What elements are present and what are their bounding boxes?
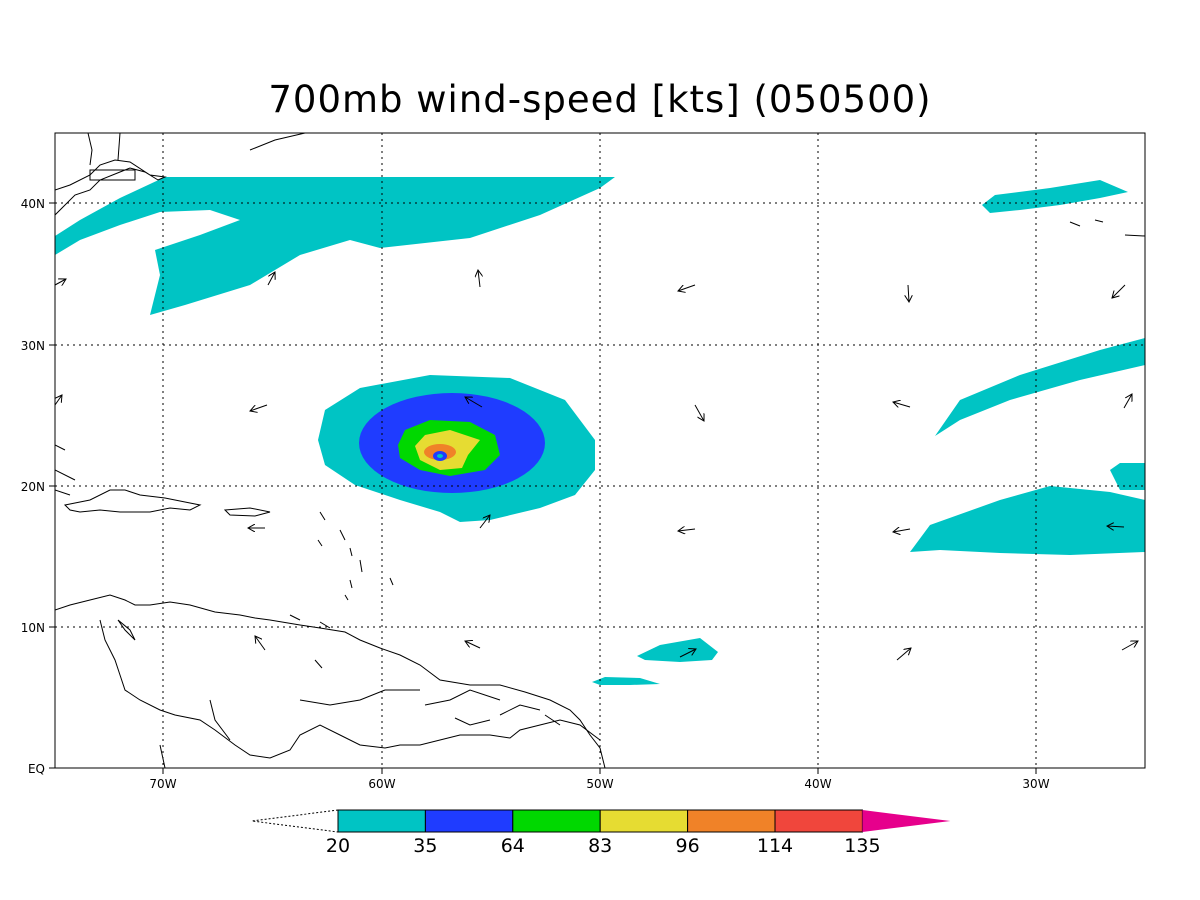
wind-arrow	[694, 404, 704, 421]
lat-label: 10N	[21, 621, 45, 635]
wind-arrow	[1123, 394, 1132, 409]
coast-antilles	[317, 511, 394, 601]
band-east-3	[1110, 463, 1145, 490]
band-east-2	[910, 486, 1145, 555]
lon-labels: 70W 60W 50W 40W 30W	[149, 777, 1049, 791]
wind-arrow	[267, 272, 275, 286]
wind-arrow	[893, 402, 911, 407]
colorbar-swatch	[512, 809, 601, 833]
colorbar-label: 114	[757, 835, 793, 857]
lon-label: 70W	[149, 777, 176, 791]
lat-labels: 40N 30N 20N 10N EQ	[21, 197, 45, 776]
lat-label: EQ	[28, 762, 45, 776]
lon-label: 50W	[586, 777, 613, 791]
axis-ticks	[49, 202, 1037, 774]
colorbar-label: 35	[413, 835, 437, 857]
colorbar-low-triangle	[251, 809, 339, 833]
wind-arrow	[908, 284, 909, 302]
map-title: 700mb wind-speed [kts] (050500)	[268, 78, 932, 121]
wind-arrow	[54, 279, 66, 285]
jet-region-north	[55, 177, 615, 315]
wind-arrow	[250, 404, 268, 411]
colorbar-swatch	[687, 809, 776, 833]
wind-arrow	[678, 529, 696, 531]
wind-arrow	[465, 641, 481, 649]
lon-label: 30W	[1022, 777, 1049, 791]
coast-borders	[159, 689, 561, 768]
wind-vectors	[54, 270, 1138, 661]
colorbar-label: 20	[326, 835, 350, 857]
wind-arrow	[896, 648, 911, 661]
colorbar-swatch	[424, 809, 514, 833]
wind-arrow	[893, 529, 911, 532]
patch-south-1	[637, 638, 718, 662]
lat-label: 20N	[21, 480, 45, 494]
map-area	[55, 133, 1145, 768]
colorbar-swatch	[774, 809, 863, 833]
colorbar-high-triangle	[862, 810, 951, 832]
colorbar-swatch	[599, 809, 689, 833]
wind-arrow	[678, 284, 696, 291]
wind-arrow	[54, 395, 62, 406]
colorbar: 20 35 64 83 96 114 135	[251, 809, 951, 857]
colorbar-swatches	[337, 809, 951, 833]
storm-eye	[433, 451, 447, 461]
patch-northeast	[982, 180, 1128, 213]
colorbar-swatch	[337, 809, 426, 833]
wind-arrow	[478, 270, 480, 288]
colorbar-labels: 20 35 64 83 96 114 135	[326, 835, 881, 857]
lon-label: 40W	[804, 777, 831, 791]
coastlines	[55, 133, 1145, 768]
wind-arrow	[679, 649, 696, 658]
colorbar-label: 135	[844, 835, 880, 857]
colorbar-label: 64	[501, 835, 525, 857]
lat-label: 30N	[21, 339, 45, 353]
wind-arrow	[255, 636, 266, 651]
lat-label: 40N	[21, 197, 45, 211]
patch-south-2	[592, 677, 660, 685]
wind-arrow	[1121, 641, 1138, 651]
band-east-1	[935, 338, 1145, 436]
wind-arrow	[479, 515, 490, 529]
coast-south-america	[55, 594, 606, 768]
wind-arrow	[465, 397, 483, 408]
wind-arrow	[1112, 284, 1126, 298]
wind-arrow	[1107, 526, 1125, 527]
colorbar-label: 96	[676, 835, 700, 857]
coast-northeast-us	[55, 159, 167, 216]
colorbar-label: 83	[588, 835, 612, 857]
grid	[55, 133, 1145, 768]
coast-cuba-hispaniola	[63, 489, 202, 513]
lon-label: 60W	[368, 777, 395, 791]
